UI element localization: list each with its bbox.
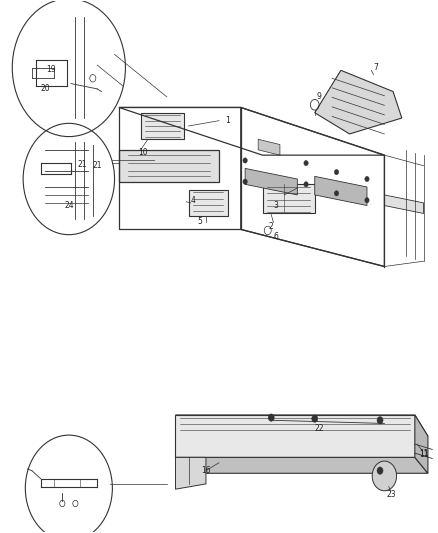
Text: 7: 7 [373, 63, 378, 72]
Text: 10: 10 [138, 148, 148, 157]
Circle shape [372, 461, 396, 491]
Polygon shape [385, 195, 424, 214]
Circle shape [365, 198, 369, 203]
Text: 23: 23 [386, 490, 396, 499]
Polygon shape [315, 70, 402, 134]
Text: 21: 21 [92, 161, 102, 170]
Polygon shape [262, 184, 315, 214]
Circle shape [243, 179, 247, 184]
Polygon shape [176, 457, 428, 473]
Text: 6: 6 [273, 232, 278, 241]
Circle shape [312, 415, 318, 422]
Circle shape [304, 160, 308, 166]
Polygon shape [415, 415, 428, 473]
Polygon shape [176, 457, 206, 489]
Circle shape [334, 191, 339, 196]
Text: 20: 20 [40, 84, 50, 93]
Text: 11: 11 [419, 449, 428, 458]
Polygon shape [176, 415, 428, 436]
Circle shape [334, 169, 339, 175]
Circle shape [377, 417, 383, 424]
Text: 1: 1 [225, 116, 230, 125]
Text: 16: 16 [201, 466, 211, 475]
Text: 22: 22 [314, 424, 324, 433]
Circle shape [304, 182, 308, 187]
Circle shape [243, 158, 247, 163]
Polygon shape [258, 139, 280, 155]
Text: 5: 5 [197, 217, 202, 226]
Text: 2: 2 [269, 222, 274, 231]
Polygon shape [245, 168, 297, 195]
Text: 19: 19 [46, 64, 56, 74]
Text: 21: 21 [77, 160, 87, 168]
Circle shape [377, 467, 383, 474]
Polygon shape [119, 150, 219, 182]
Text: 9: 9 [317, 92, 321, 101]
Text: 3: 3 [273, 201, 278, 210]
Polygon shape [315, 176, 367, 206]
Polygon shape [188, 190, 228, 216]
Text: 24: 24 [64, 201, 74, 210]
Circle shape [268, 414, 274, 421]
Text: 11: 11 [419, 450, 428, 459]
Text: 4: 4 [191, 196, 195, 205]
Circle shape [365, 176, 369, 182]
Polygon shape [176, 415, 415, 457]
Polygon shape [141, 113, 184, 139]
